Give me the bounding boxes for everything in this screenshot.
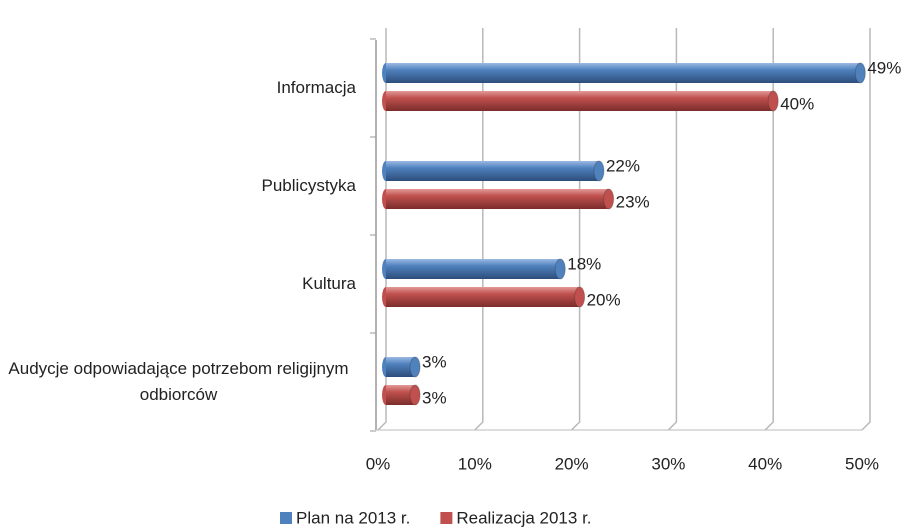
bar <box>386 259 561 279</box>
legend-label: Plan na 2013 r. <box>296 508 410 527</box>
value-label: 23% <box>616 192 650 211</box>
bar <box>386 287 580 307</box>
x-tick-label: 0% <box>366 454 391 473</box>
grid-line <box>474 28 484 431</box>
value-label: 3% <box>422 352 447 371</box>
grid-line <box>764 28 774 431</box>
value-label: 49% <box>867 58 901 77</box>
legend-label: Realizacja 2013 r. <box>456 508 591 527</box>
category-label: Audycje odpowiadające potrzebom religijn… <box>8 359 349 404</box>
bar-cap <box>593 160 605 182</box>
grid-line <box>377 28 387 431</box>
value-label: 20% <box>587 290 621 309</box>
x-tick-label: 50% <box>845 454 879 473</box>
x-tick-label: 10% <box>458 454 492 473</box>
bar-cap <box>409 356 421 378</box>
bar <box>386 357 416 377</box>
bar <box>386 385 416 405</box>
category-label: Kultura <box>302 274 356 293</box>
value-label: 40% <box>780 94 814 113</box>
bar <box>386 63 861 83</box>
grid-line <box>861 28 871 431</box>
bar <box>386 91 774 111</box>
value-label: 3% <box>422 388 447 407</box>
legend-swatch <box>280 512 292 524</box>
x-tick-label: 30% <box>651 454 685 473</box>
bar-cap <box>603 188 615 210</box>
bar <box>386 161 599 181</box>
bar-cap <box>409 384 421 406</box>
grid-line <box>571 28 581 431</box>
bar-cap <box>854 62 866 84</box>
legend-swatch <box>440 512 453 524</box>
bar-cap <box>554 258 566 280</box>
value-label: 22% <box>606 156 640 175</box>
category-label: Publicystyka <box>261 176 356 195</box>
bar-cap <box>574 286 586 308</box>
x-tick-label: 40% <box>748 454 782 473</box>
value-label: 18% <box>567 254 601 273</box>
x-tick-label: 20% <box>555 454 589 473</box>
category-label: Informacja <box>276 78 356 97</box>
bar <box>386 189 609 209</box>
grid-line <box>667 28 678 431</box>
bar-cap <box>767 90 779 112</box>
